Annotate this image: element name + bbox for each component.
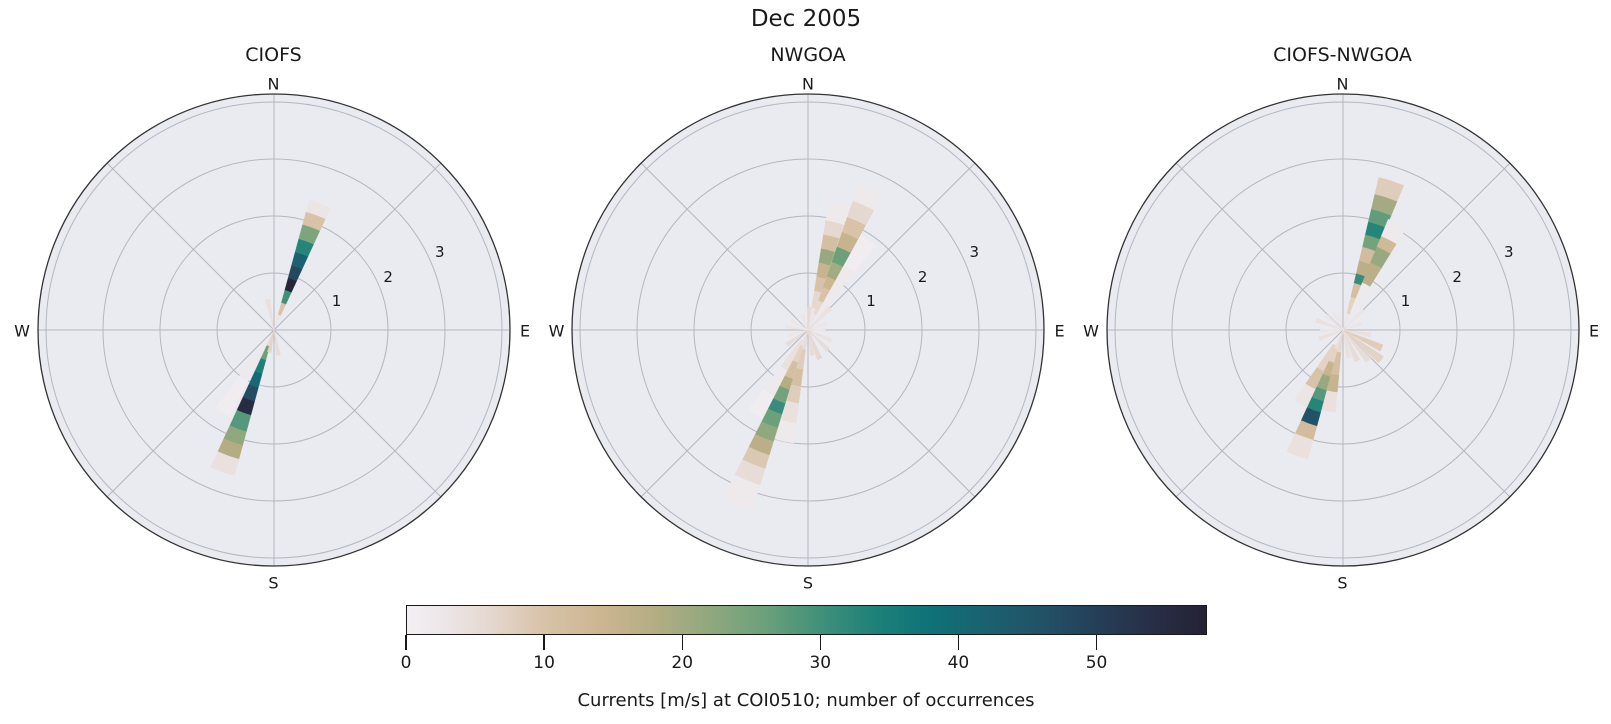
subplot-title-ciofs-nwgoa: CIOFS-NWGOA: [1273, 44, 1412, 66]
colorbar-tick: [1095, 635, 1098, 650]
colorbar-label: Currents [m/s] at COI0510; number of occ…: [577, 690, 1035, 711]
colorbar-tick: [819, 635, 821, 650]
colorbar-tick: [405, 635, 407, 650]
colorbar-tick: [957, 635, 960, 650]
colorbar-gradient: [406, 605, 1207, 635]
colorbar-tick: [681, 635, 683, 650]
polar-rose-chart-nwgoa: [571, 93, 1045, 567]
colorbar-tick-label: 20: [671, 653, 694, 673]
colorbar-tick-label: 40: [947, 653, 970, 673]
polar-rose-chart-ciofs: [36, 93, 511, 567]
figure-title: Dec 2005: [750, 6, 862, 32]
colorbar-tick-label: 30: [809, 653, 832, 673]
colorbar-tick: [543, 635, 545, 650]
polar-rose-chart-ciofs-nwgoa: [1105, 93, 1580, 567]
colorbar-tick-label: 10: [533, 653, 555, 673]
subplot-title-ciofs: CIOFS: [245, 44, 302, 66]
subplot-title-nwgoa: NWGOA: [770, 44, 846, 66]
colorbar-tick-label: 0: [400, 653, 412, 673]
colorbar: 0 10 20 30 40 50: [401, 605, 1207, 705]
colorbar-tick-label: 50: [1085, 653, 1108, 673]
